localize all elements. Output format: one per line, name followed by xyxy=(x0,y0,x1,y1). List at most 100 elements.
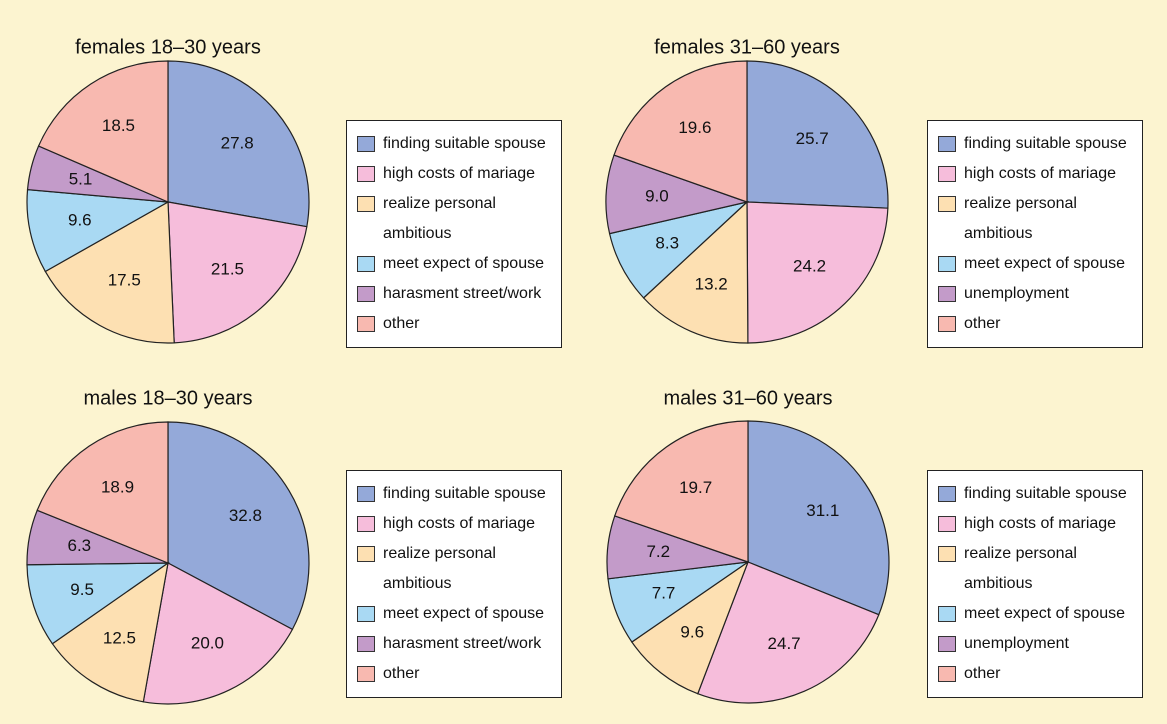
legend-item: other xyxy=(357,309,555,339)
legend-item: finding suitable spouse xyxy=(357,479,555,509)
legend-label: realize personal ambitious xyxy=(383,545,496,592)
pie-slice xyxy=(26,188,170,273)
legend-label: finding suitable spouse xyxy=(383,135,546,152)
legend-label: unemployment xyxy=(964,285,1069,302)
pie-slice xyxy=(36,421,169,564)
legend-item: harasment street/work xyxy=(357,279,555,309)
pie-slice xyxy=(746,60,889,209)
pie-slice xyxy=(167,421,310,631)
pie-slice xyxy=(167,60,310,228)
slice-label: 24.2 xyxy=(793,256,826,275)
slice-label: 8.3 xyxy=(655,234,679,253)
legend-swatch xyxy=(357,606,375,622)
legend-swatch xyxy=(938,256,956,272)
slice-label: 7.2 xyxy=(646,542,670,561)
slice-label: 31.1 xyxy=(806,501,839,520)
legend-item: other xyxy=(938,659,1136,689)
legend-item: high costs of mariage xyxy=(938,509,1136,539)
pie-slice xyxy=(605,154,750,235)
legend-item: realize personal ambitious xyxy=(357,539,555,599)
slice-label: 6.3 xyxy=(67,536,91,555)
legend-label: realize personal ambitious xyxy=(383,195,496,242)
legend-item: other xyxy=(357,659,555,689)
legend-item: other xyxy=(938,309,1136,339)
legend-item: unemployment xyxy=(938,629,1136,659)
legend: finding suitable spouse high costs of mar… xyxy=(346,470,562,698)
slice-label: 21.5 xyxy=(211,259,244,278)
slice-label: 24.7 xyxy=(768,634,801,653)
legend-label: finding suitable spouse xyxy=(964,135,1127,152)
legend-label: high costs of mariage xyxy=(964,165,1117,182)
legend-swatch xyxy=(357,166,375,182)
slice-label: 27.8 xyxy=(221,134,254,153)
legend-swatch xyxy=(357,316,375,332)
legend-swatch xyxy=(938,516,956,532)
slice-label: 19.7 xyxy=(679,478,712,497)
legend-item: finding suitable spouse xyxy=(938,129,1136,159)
slice-label: 5.1 xyxy=(69,169,93,188)
legend-label: high costs of mariage xyxy=(964,515,1117,532)
legend-label: high costs of mariage xyxy=(383,515,536,532)
pie-slice xyxy=(167,201,308,344)
chart-title: females 18–30 years xyxy=(75,36,261,58)
legend-item: realize personal ambitious xyxy=(938,539,1136,599)
legend-item: harasment street/work xyxy=(357,629,555,659)
legend-swatch xyxy=(357,286,375,302)
pie-slice xyxy=(51,561,169,703)
legend-item: unemployment xyxy=(938,279,1136,309)
legend-label: unemployment xyxy=(964,635,1069,652)
legend-item: high costs of mariage xyxy=(357,159,555,189)
legend-swatch xyxy=(357,636,375,652)
pie-slice xyxy=(631,560,750,695)
legend-swatch xyxy=(938,316,956,332)
pie-slice xyxy=(142,562,294,705)
legend-label: harasment street/work xyxy=(383,635,542,652)
legend-label: meet expect of spouse xyxy=(383,255,544,272)
legend-item: meet expect of spouse xyxy=(357,599,555,629)
chart-title: males 31–60 years xyxy=(664,387,833,409)
legend: finding suitable spouse high costs of mar… xyxy=(927,470,1143,698)
slice-label: 20.0 xyxy=(191,634,224,653)
pie-slice xyxy=(37,60,169,203)
legend-swatch xyxy=(938,546,956,562)
legend-swatch xyxy=(357,666,375,682)
legend-swatch xyxy=(938,196,956,212)
legend-label: meet expect of spouse xyxy=(964,605,1125,622)
slice-label: 12.5 xyxy=(103,629,136,648)
legend-swatch xyxy=(938,166,956,182)
legend-item: finding suitable spouse xyxy=(938,479,1136,509)
legend-swatch xyxy=(938,636,956,652)
legend-label: finding suitable spouse xyxy=(964,485,1127,502)
slice-label: 19.6 xyxy=(678,118,711,137)
legend-item: finding suitable spouse xyxy=(357,129,555,159)
legend-item: high costs of mariage xyxy=(938,159,1136,189)
legend-label: harasment street/work xyxy=(383,285,542,302)
legend-label: other xyxy=(964,665,1001,682)
slice-label: 9.6 xyxy=(68,211,92,230)
legend: finding suitable spouse high costs of mar… xyxy=(927,120,1143,348)
legend-swatch xyxy=(938,666,956,682)
pie-slice xyxy=(746,201,889,344)
slice-label: 32.8 xyxy=(229,506,262,525)
legend-label: finding suitable spouse xyxy=(383,485,546,502)
pie-slice xyxy=(613,60,748,203)
legend-swatch xyxy=(938,486,956,502)
legend-item: meet expect of spouse xyxy=(357,249,555,279)
legend-label: other xyxy=(964,315,1001,332)
slice-label: 9.5 xyxy=(70,580,94,599)
pie-slice xyxy=(44,200,175,344)
legend-label: meet expect of spouse xyxy=(964,255,1125,272)
pie-slice xyxy=(26,562,170,645)
legend-item: meet expect of spouse xyxy=(938,599,1136,629)
pie-slice xyxy=(642,200,749,344)
legend-label: meet expect of spouse xyxy=(383,605,544,622)
legend-swatch xyxy=(357,486,375,502)
legend-label: realize personal ambitious xyxy=(964,195,1077,242)
legend-swatch xyxy=(357,516,375,532)
pie-slice xyxy=(696,561,880,704)
legend-swatch xyxy=(357,196,375,212)
slice-label: 9.6 xyxy=(680,622,704,641)
legend-swatch xyxy=(938,286,956,302)
